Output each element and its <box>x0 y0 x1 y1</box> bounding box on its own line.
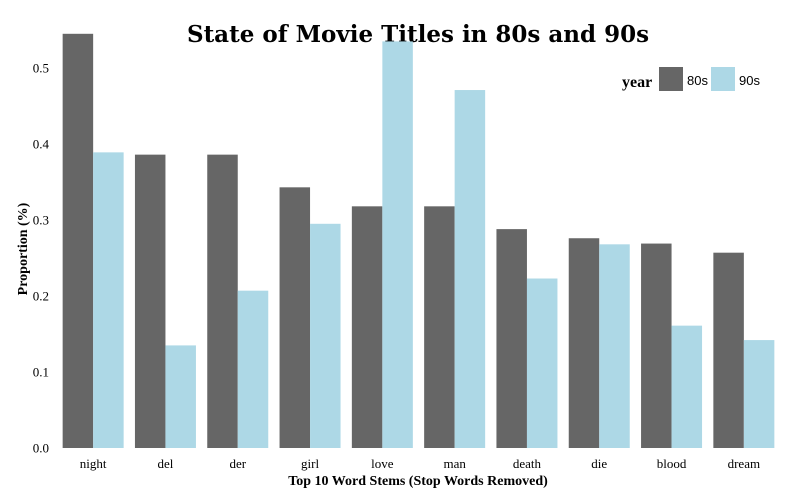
bar-90s-die <box>599 244 630 448</box>
x-tick-label-dream: dream <box>728 456 760 471</box>
x-tick-label-blood: blood <box>657 456 687 471</box>
y-tick-label: 0.2 <box>33 289 49 304</box>
bar-80s-die <box>568 238 600 448</box>
bar-90s-dream <box>743 340 775 448</box>
x-tick-label-girl: girl <box>301 456 319 471</box>
y-axis-title: Proportion (%) <box>16 202 31 295</box>
legend: year 80s 90s <box>622 67 760 91</box>
x-tick-label-death: death <box>513 456 542 471</box>
legend-swatch-80s <box>659 67 683 91</box>
bars <box>62 33 775 449</box>
x-tick-label-night: night <box>80 456 107 471</box>
bar-90s-love <box>382 41 413 449</box>
bar-90s-der <box>237 290 269 448</box>
x-tick-label-der: der <box>229 456 246 471</box>
legend-swatch-90s <box>711 67 735 91</box>
x-tick-label-love: love <box>371 456 394 471</box>
y-axis-ticks: 0.0 0.1 0.2 0.3 0.4 0.5 <box>33 61 50 456</box>
x-tick-label-die: die <box>591 456 607 471</box>
y-tick-label: 0.4 <box>33 137 50 152</box>
bar-80s-man <box>424 206 455 448</box>
bar-80s-death <box>496 229 527 448</box>
y-tick-label: 0.1 <box>33 365 49 380</box>
bar-80s-dream <box>713 252 744 448</box>
chart-title: State of Movie Titles in 80s and 90s <box>187 21 649 48</box>
bar-90s-man <box>454 90 486 448</box>
bar-90s-girl <box>310 223 341 448</box>
bar-90s-night <box>93 152 124 449</box>
legend-label-80s: 80s <box>687 73 708 88</box>
legend-label-90s: 90s <box>739 73 760 88</box>
x-tick-label-man: man <box>443 456 466 471</box>
bar-80s-girl <box>279 187 311 448</box>
bar-80s-night <box>62 33 94 449</box>
bar-90s-del <box>165 345 196 448</box>
y-tick-label: 0.0 <box>33 441 49 456</box>
bar-90s-blood <box>671 325 703 448</box>
bar-80s-der <box>207 154 238 448</box>
x-tick-label-del: del <box>158 456 174 471</box>
bar-80s-love <box>351 206 383 448</box>
bar-90s-death <box>526 278 558 448</box>
y-tick-label: 0.3 <box>33 213 49 228</box>
bar-80s-del <box>134 154 166 448</box>
legend-title: year <box>622 74 652 91</box>
bar-80s-blood <box>641 243 672 448</box>
x-axis-ticks: night del der girl love man death die blood dream <box>80 456 760 471</box>
x-axis-title: Top 10 Word Stems (Stop Words Removed) <box>288 474 548 489</box>
y-tick-label: 0.5 <box>33 61 49 76</box>
